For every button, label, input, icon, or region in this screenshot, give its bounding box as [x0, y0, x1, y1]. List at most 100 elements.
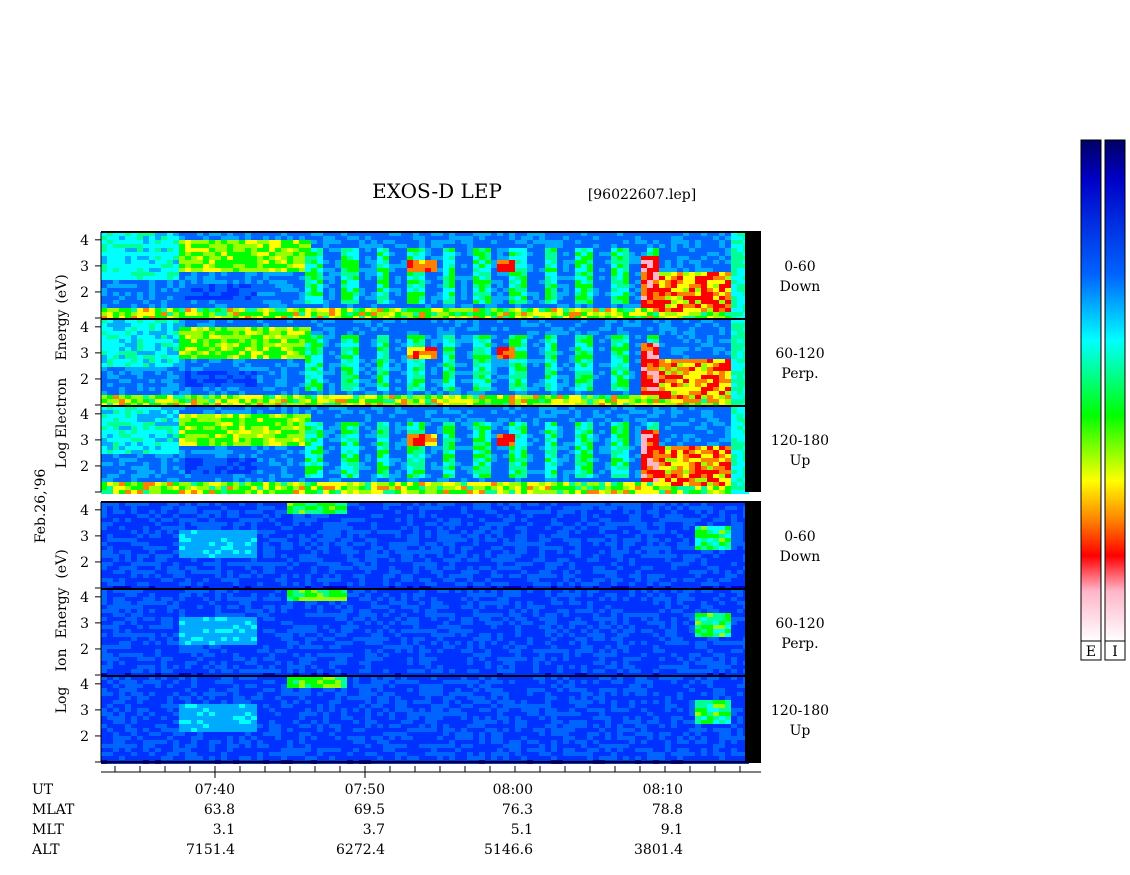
spectrogram-cell [401, 256, 407, 260]
spectrogram-cell [125, 418, 131, 422]
spectrogram-cell [173, 319, 179, 323]
spectrogram-cell [131, 438, 137, 442]
spectrogram-cell [245, 272, 251, 276]
spectrogram-cell [347, 391, 353, 395]
spectrogram-cell [383, 335, 389, 339]
spectrogram-cell [179, 256, 185, 260]
spectrogram-cell [275, 379, 281, 383]
spectrogram-cell [347, 387, 353, 391]
spectrogram-cell [533, 351, 539, 355]
spectrogram-cell [239, 367, 245, 371]
spectrogram-cell [395, 363, 401, 367]
spectrogram-cell [647, 327, 653, 331]
spectrogram-cell [497, 339, 503, 343]
spectrogram-cell [137, 236, 143, 240]
spectrogram-cell [143, 454, 149, 458]
spectrogram-cell [323, 363, 329, 367]
spectrogram-cell [215, 288, 221, 292]
spectrogram-cell [731, 268, 737, 272]
spectrogram-cell [275, 351, 281, 355]
spectrogram-cell [131, 371, 137, 375]
spectrogram-cell [323, 232, 329, 236]
spectrogram-cell [263, 296, 269, 300]
spectrogram-cell [443, 323, 449, 327]
spectrogram-cell [137, 244, 143, 248]
spectrogram-cell [599, 284, 605, 288]
spectrogram-cell [113, 304, 119, 308]
spectrogram-cell [257, 339, 263, 343]
spectrogram-cell [269, 232, 275, 236]
spectrogram-cell [137, 363, 143, 367]
spectrogram-cell [599, 371, 605, 375]
spectrogram-cell [173, 260, 179, 264]
spectrogram-cell [575, 308, 581, 312]
spectrogram-cell [137, 442, 143, 446]
spectrogram-cell [575, 375, 581, 379]
spectrogram-cell [149, 363, 155, 367]
spectrogram-cell [737, 244, 743, 248]
spectrogram-cell [149, 335, 155, 339]
spectrogram-cell [137, 422, 143, 426]
spectrogram-cell [203, 304, 209, 308]
spectrogram-cell [353, 244, 359, 248]
spectrogram-cell [155, 268, 161, 272]
spectrogram-cell [467, 244, 473, 248]
spectrogram-cell [401, 371, 407, 375]
spectrogram-cell [737, 379, 743, 383]
spectrogram-cell [557, 240, 563, 244]
spectrogram-cell [725, 363, 731, 367]
spectrogram-cell [659, 347, 665, 351]
spectrogram-cell [671, 248, 677, 252]
ion-ylabel-word: (eV) [54, 549, 70, 578]
spectrogram-cell [107, 399, 113, 403]
spectrogram-cell [635, 300, 641, 304]
spectrogram-cell [659, 359, 665, 363]
spectrogram-cell [509, 264, 515, 268]
spectrogram-cell [563, 331, 569, 335]
spectrogram-cell [239, 371, 245, 375]
spectrogram-cell [107, 379, 113, 383]
spectrogram-cell [275, 252, 281, 256]
spectrogram-cell [707, 383, 713, 387]
spectrogram-cell [437, 292, 443, 296]
spectrogram-cell [347, 347, 353, 351]
spectrogram-cell [671, 351, 677, 355]
spectrogram-cell [419, 379, 425, 383]
spectrogram-cell [497, 280, 503, 284]
spectrogram-cell [281, 292, 287, 296]
spectrogram-cell [557, 280, 563, 284]
spectrogram-cell [689, 343, 695, 347]
spectrogram-cell [101, 232, 107, 236]
spectrogram-cell [587, 244, 593, 248]
spectrogram-cell [113, 244, 119, 248]
spectrogram-cell [605, 351, 611, 355]
spectrogram-cell [185, 383, 191, 387]
spectrogram-cell [221, 323, 227, 327]
spectrogram-cell [545, 363, 551, 367]
spectrogram-cell [719, 296, 725, 300]
spectrogram-cell [659, 304, 665, 308]
spectrogram-cell [431, 296, 437, 300]
spectrogram-cell [155, 256, 161, 260]
spectrogram-cell [563, 367, 569, 371]
spectrogram-cell [251, 244, 257, 248]
spectrogram-cell [587, 304, 593, 308]
spectrogram-cell [101, 355, 107, 359]
spectrogram-cell [107, 292, 113, 296]
spectrogram-cell [641, 304, 647, 308]
spectrogram-cell [659, 387, 665, 391]
spectrogram-cell [221, 371, 227, 375]
spectrogram-cell [401, 276, 407, 280]
spectrogram-cell [413, 355, 419, 359]
spectrogram-cell [521, 284, 527, 288]
spectrogram-cell [725, 399, 731, 403]
spectrogram-cell [521, 240, 527, 244]
spectrogram-cell [497, 319, 503, 323]
spectrogram-cell [131, 430, 137, 434]
spectrogram-cell [509, 268, 515, 272]
spectrogram-cell [101, 339, 107, 343]
spectrogram-cell [311, 323, 317, 327]
spectrogram-cell [611, 391, 617, 395]
spectrogram-cell [623, 272, 629, 276]
spectrogram-cell [323, 248, 329, 252]
